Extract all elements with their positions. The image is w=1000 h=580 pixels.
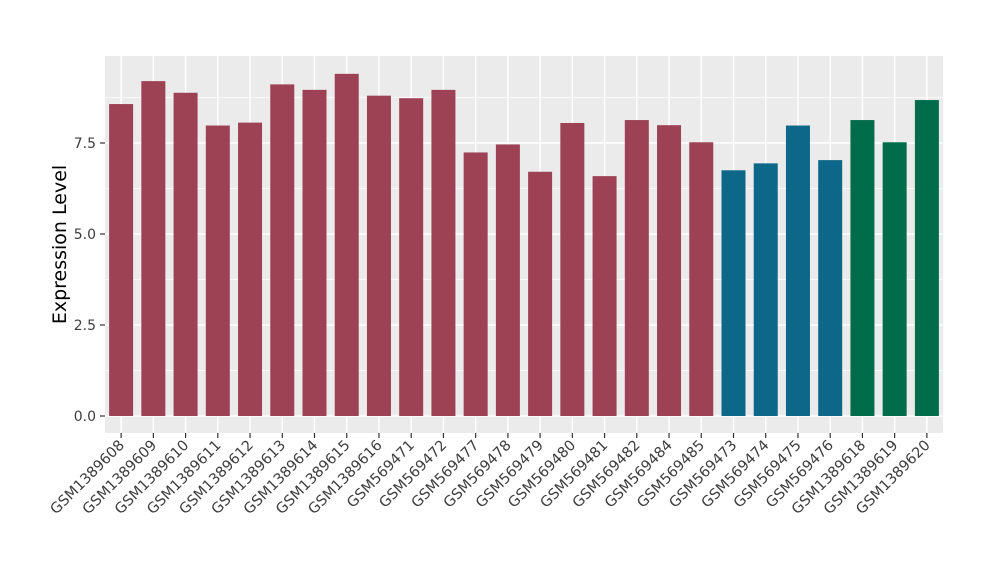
bar-GSM569478 — [495, 144, 520, 416]
bar-GSM569475 — [785, 125, 810, 416]
bar-GSM569474 — [753, 163, 778, 416]
y-axis-title: Expression Level — [49, 165, 71, 324]
bar-GSM1389619 — [882, 142, 907, 416]
bar-GSM569479 — [528, 171, 553, 416]
y-tick-label: 7.5 — [74, 136, 96, 152]
bar-GSM569480 — [560, 122, 585, 416]
bar-GSM569484 — [657, 125, 682, 416]
y-tick-label: 5.0 — [74, 227, 96, 243]
bar-GSM1389618 — [850, 120, 875, 417]
bar-GSM1389609 — [141, 81, 166, 417]
y-tick-label: 2.5 — [74, 318, 96, 334]
bar-GSM1389610 — [173, 92, 198, 416]
y-tick-label: 0.0 — [74, 409, 96, 425]
bar-GSM1389620 — [914, 100, 939, 416]
bar-GSM1389612 — [238, 122, 263, 416]
bar-GSM569482 — [624, 120, 649, 417]
bar-GSM1389608 — [109, 104, 134, 416]
bar-GSM1389613 — [270, 84, 295, 417]
bar-GSM569485 — [689, 142, 714, 416]
bar-GSM569476 — [818, 160, 843, 416]
bar-GSM1389615 — [334, 73, 359, 416]
plot-panel — [105, 56, 943, 433]
bar-GSM569471 — [399, 98, 424, 416]
bar-GSM1389614 — [302, 89, 327, 416]
bar-GSM569481 — [592, 176, 617, 416]
bar-GSM569472 — [431, 89, 456, 416]
bar-GSM1389616 — [366, 95, 391, 417]
bar-GSM569477 — [463, 152, 488, 417]
bar-GSM569473 — [721, 170, 746, 416]
bar-GSM1389611 — [205, 125, 230, 416]
